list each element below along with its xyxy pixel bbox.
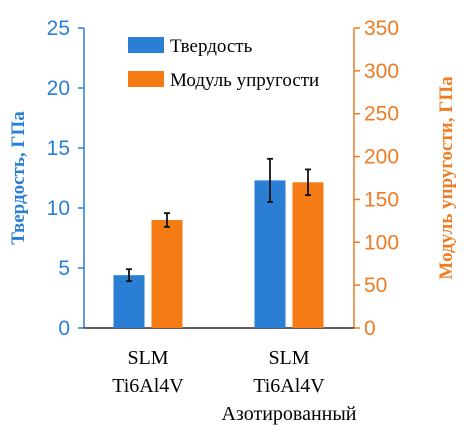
right-tick-labels: 0 50 100 150 200 250 300 350 [354, 17, 399, 340]
left-tick-labels: 0 5 10 15 20 25 [47, 17, 84, 340]
right-tick-label: 0 [364, 317, 376, 340]
category-labels: SLM Ti6Al4V SLM Ti6Al4V Азотированный [112, 347, 357, 425]
right-axis-title: Модуль упругости, ГПа [436, 76, 457, 280]
left-tick-label: 25 [47, 17, 70, 40]
right-tick-label: 100 [364, 231, 399, 254]
left-tick-label: 20 [47, 77, 70, 100]
category-label-line: SLM [127, 347, 168, 369]
left-tick-label: 5 [58, 257, 70, 280]
left-tick-label: 0 [58, 317, 70, 340]
right-tick-label: 300 [364, 60, 399, 83]
bar-modulus-1 [151, 220, 183, 328]
bars [113, 180, 324, 328]
category-label-line: Азотированный [221, 403, 356, 425]
bar-hardness-1 [113, 275, 145, 328]
category-label-2: SLM Ti6Al4V Азотированный [221, 347, 356, 425]
legend: Твердость Модуль упругости [128, 36, 319, 91]
right-tick-label: 200 [364, 146, 399, 169]
bar-modulus-2 [292, 182, 324, 328]
right-tick-label: 150 [364, 188, 399, 211]
category-label-line: Ti6Al4V [112, 375, 184, 397]
right-tick-label: 350 [364, 17, 399, 40]
bar-hardness-2 [254, 180, 286, 328]
left-axis-title: Твердость, ГПа [8, 111, 29, 245]
right-tick-label: 250 [364, 103, 399, 126]
legend-label-modulus: Модуль упругости [170, 70, 319, 91]
right-tick-label: 50 [364, 274, 387, 297]
left-tick-label: 10 [47, 197, 70, 220]
error-bars [126, 157, 311, 283]
left-tick-label: 15 [47, 137, 70, 160]
legend-swatch-modulus [128, 71, 164, 87]
legend-label-hardness: Твердость [170, 36, 253, 57]
category-label-line: Ti6Al4V [253, 375, 325, 397]
legend-swatch-hardness [128, 37, 164, 53]
category-label-line: SLM [268, 347, 309, 369]
category-label-1: SLM Ti6Al4V [112, 347, 184, 397]
